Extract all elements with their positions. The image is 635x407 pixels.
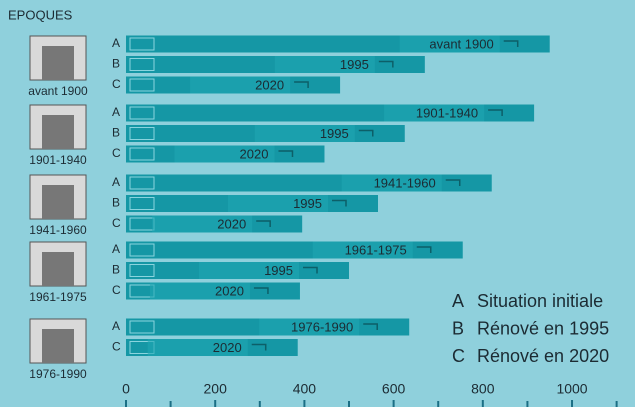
radiator-icon [129, 197, 155, 210]
radiator-icon [129, 320, 155, 334]
series-letter: C [112, 77, 121, 91]
series-letter: C [112, 283, 121, 297]
label-box [259, 318, 360, 336]
tap-icon [503, 40, 519, 47]
x-tick-label: 200 [204, 381, 228, 397]
x-tick-label: 600 [382, 381, 406, 397]
bar-label: 1995 [340, 57, 369, 72]
bar-label: 1961-1975 [345, 242, 407, 257]
radiator-icon [129, 176, 155, 190]
series-letter: C [112, 216, 121, 230]
series-letter: B [112, 126, 120, 140]
radiator-icon [129, 37, 155, 51]
tap-icon [378, 60, 394, 68]
bar-label: 1995 [264, 263, 293, 278]
building-shape [42, 252, 74, 286]
label-box [199, 262, 300, 279]
bar-label: 2020 [217, 216, 246, 231]
legend-label: Rénové en 2020 [477, 346, 609, 366]
category-label: 1941-1960 [29, 223, 87, 237]
radiator-icon [129, 264, 155, 277]
building-shape [42, 46, 74, 80]
bar-label: avant 1900 [429, 36, 493, 51]
bar-label: 2020 [213, 340, 242, 355]
category-label: 1961-1975 [29, 290, 87, 304]
legend-letter: B [452, 318, 464, 338]
chart-title: EPOQUES [8, 7, 73, 22]
x-tick-label: 1000 [556, 381, 587, 397]
bar-label: 1901-1940 [416, 105, 478, 120]
label-box [147, 339, 248, 356]
building-shape [42, 185, 74, 219]
bar-label: 1995 [320, 126, 349, 141]
label-box [312, 241, 413, 259]
series-letter: A [112, 36, 120, 50]
bar-label: 2020 [240, 146, 269, 161]
series-letter: B [112, 196, 120, 210]
series-letter: B [112, 57, 120, 71]
tap-icon [303, 266, 318, 274]
x-tick-label: 400 [293, 381, 317, 397]
legend-letter: C [452, 346, 465, 366]
legend-label: Rénové en 1995 [477, 318, 609, 338]
series-letter: A [112, 319, 120, 333]
legend-label: Situation initiale [477, 291, 603, 311]
bar-label: 2020 [215, 283, 244, 298]
legend-letter: A [452, 291, 464, 311]
category-label: avant 1900 [28, 84, 88, 98]
tap-icon [363, 323, 378, 330]
bar-label: 1995 [293, 196, 322, 211]
tap-icon [332, 199, 347, 207]
category-label: 1976-1990 [29, 367, 87, 381]
label-box [274, 56, 375, 73]
series-letter: A [112, 242, 120, 256]
series-letter: C [112, 146, 121, 160]
bar-label: 1976-1990 [291, 319, 353, 334]
label-box [190, 76, 291, 94]
building-shape [42, 115, 74, 149]
radiator-icon [129, 58, 155, 71]
label-box [384, 104, 485, 122]
tap-icon [416, 246, 432, 253]
series-letter: B [112, 263, 120, 277]
tap-icon [278, 150, 294, 157]
tap-icon [488, 109, 503, 116]
label-box [174, 145, 275, 163]
tap-icon [251, 343, 267, 351]
tap-icon [256, 220, 271, 227]
label-box [341, 174, 442, 192]
tap-icon [294, 81, 309, 88]
tap-icon [253, 287, 269, 294]
radiator-icon [129, 78, 155, 92]
series-letter: A [112, 105, 120, 119]
x-tick-label: 0 [122, 381, 130, 397]
label-box [152, 215, 253, 233]
radiator-icon [129, 243, 155, 257]
tap-icon [445, 179, 461, 186]
label-box [228, 195, 328, 212]
radiator-icon [129, 106, 155, 120]
label-box [399, 35, 500, 53]
building-shape [42, 329, 74, 363]
bar-label: 1941-1960 [374, 175, 436, 190]
series-letter: A [112, 175, 120, 189]
radiator-icon [129, 147, 155, 161]
x-tick-label: 800 [471, 381, 495, 397]
label-box [149, 282, 250, 300]
series-letter: C [112, 340, 121, 354]
label-box [254, 125, 355, 142]
bar-label: 2020 [255, 77, 284, 92]
radiator-icon [129, 127, 155, 140]
tap-icon [358, 129, 374, 137]
category-label: 1901-1940 [29, 153, 87, 167]
